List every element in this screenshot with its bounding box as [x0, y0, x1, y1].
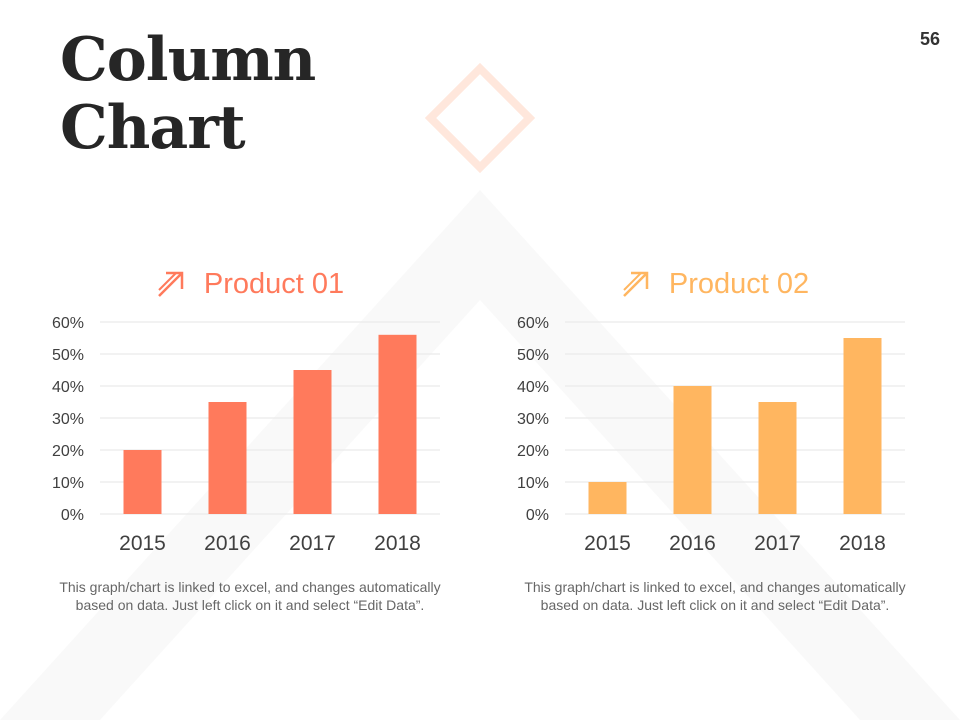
page-number: 56 — [919, 29, 940, 49]
x-tick-label: 2015 — [584, 532, 631, 555]
y-tick-label: 30% — [52, 411, 84, 428]
chart-panel-product-02: Product 02 0% 10% 20% 30% 40% 50% 60% 2015 2016 2… — [495, 264, 935, 634]
bar-chart-product-01: 0% 10% 20% 30% 40% 50% 60% 2015 2016 2017 2018 — [52, 315, 440, 555]
x-tick-label: 2018 — [839, 532, 886, 555]
title-line-1: Column — [60, 25, 316, 95]
note-line-2: based on data. Just left click on it and… — [75, 597, 425, 613]
bar-2015 — [588, 482, 627, 514]
panel-heading-text: Product 01 — [203, 267, 345, 300]
x-tick-label: 2016 — [669, 532, 716, 555]
bar-2018 — [378, 334, 417, 514]
x-tick-label: 2017 — [289, 532, 336, 555]
y-tick-label: 50% — [52, 347, 84, 364]
panel-heading-text: Product 02 — [668, 267, 810, 300]
panel-heading: Product 01 — [30, 264, 470, 304]
note-line-2: based on data. Just left click on it and… — [540, 597, 890, 613]
y-tick-label: 60% — [52, 315, 84, 332]
note-line-1: This graph/chart is linked to excel, and… — [59, 579, 441, 595]
y-tick-label: 20% — [517, 443, 549, 460]
panel-heading: Product 02 — [495, 264, 935, 304]
arrow-up-right-icon — [157, 271, 184, 297]
y-tick-label: 10% — [52, 475, 84, 492]
bar-2016 — [673, 386, 712, 514]
y-tick-label: 60% — [517, 315, 549, 332]
arrow-up-right-icon — [622, 271, 649, 297]
y-tick-label: 20% — [52, 443, 84, 460]
x-tick-label: 2018 — [374, 532, 421, 555]
y-tick-label: 50% — [517, 347, 549, 364]
y-tick-label: 40% — [52, 379, 84, 396]
bar-2015 — [123, 450, 162, 514]
x-tick-label: 2016 — [204, 532, 251, 555]
bar-chart-product-02: 0% 10% 20% 30% 40% 50% 60% 2015 2016 2017 2018 — [517, 315, 905, 555]
bar-2016 — [208, 402, 247, 514]
chart-note: This graph/chart is linked to excel, and… — [495, 578, 935, 614]
chart-panel-product-01: Product 01 0% 10% 20% 30% 40% 50% 60% 2015 2016 2… — [30, 264, 470, 634]
y-tick-label: 0% — [61, 507, 84, 524]
page-title: Column Chart — [60, 25, 316, 163]
note-line-1: This graph/chart is linked to excel, and… — [524, 579, 906, 595]
bar-2017 — [293, 370, 332, 514]
bar-2018 — [843, 338, 882, 514]
y-tick-label: 10% — [517, 475, 549, 492]
x-tick-label: 2015 — [119, 532, 166, 555]
y-tick-label: 0% — [526, 507, 549, 524]
x-tick-label: 2017 — [754, 532, 801, 555]
chart-note: This graph/chart is linked to excel, and… — [30, 578, 470, 614]
title-line-2: Chart — [60, 93, 246, 163]
bar-2017 — [758, 402, 797, 514]
y-tick-label: 30% — [517, 411, 549, 428]
y-tick-label: 40% — [517, 379, 549, 396]
